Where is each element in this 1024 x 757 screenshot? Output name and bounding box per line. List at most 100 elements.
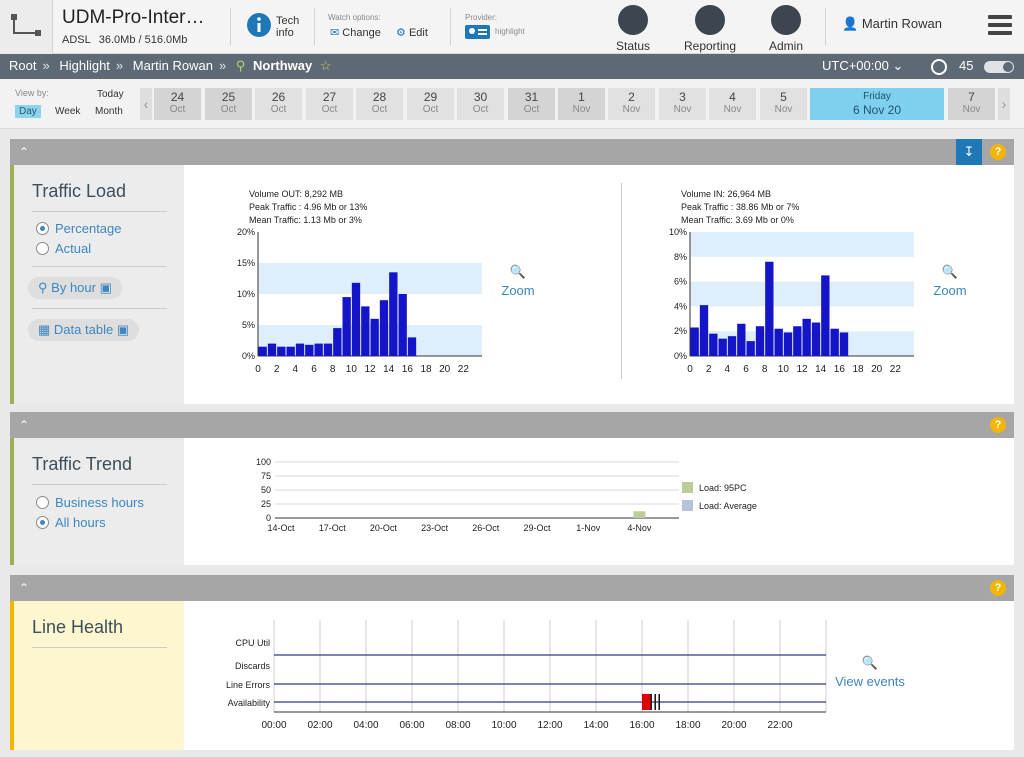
refresh-icon[interactable]: [930, 58, 948, 76]
legend-label: Load: Average: [699, 501, 757, 511]
date-month: Nov: [622, 104, 641, 115]
breadcrumb-highlight[interactable]: Highlight: [59, 58, 110, 73]
radio-label: Business hours: [55, 495, 144, 510]
collapse-chevrons-icon[interactable]: ⌃: [19, 145, 30, 159]
view-week-button[interactable]: Week: [55, 106, 81, 117]
breadcrumb-separator: »: [115, 58, 124, 73]
date-cell[interactable]: 30 Oct: [457, 88, 504, 120]
download-icon[interactable]: ↧: [956, 139, 982, 165]
date-cell[interactable]: 29 Oct: [407, 88, 454, 120]
date-cell[interactable]: 5 Nov: [760, 88, 807, 120]
location-pin-icon: ⚲: [235, 58, 246, 73]
radio-all-hours[interactable]: All hours: [36, 515, 106, 530]
by-hour-button[interactable]: ⚲ By hour ▣: [28, 277, 122, 299]
nav-status[interactable]: Status: [612, 5, 654, 53]
hourly-bar: [323, 343, 333, 356]
x-tick-label: 18: [852, 364, 864, 375]
nav-admin[interactable]: Admin: [764, 5, 808, 53]
date-cell-selected[interactable]: Friday 6 Nov 20: [810, 88, 944, 120]
view-month-button[interactable]: Month: [95, 106, 123, 117]
breadcrumb-user[interactable]: Martin Rowan: [132, 58, 213, 73]
in-volume: Volume IN: 26,964 MB: [681, 189, 772, 199]
watch-change-button[interactable]: ✉ Change: [330, 26, 381, 39]
hourly-bar: [774, 328, 783, 356]
view-by-label: View by:: [15, 88, 49, 98]
hourly-bar: [351, 282, 361, 356]
date-cell[interactable]: 25 Oct: [205, 88, 252, 120]
date-cell[interactable]: 4 Nov: [709, 88, 756, 120]
nav-reporting[interactable]: Reporting: [680, 5, 740, 53]
tech-info-button[interactable]: Tech info: [246, 12, 306, 44]
out-mean: Mean Traffic: 1.13 Mb or 3%: [249, 215, 362, 225]
auto-refresh-toggle[interactable]: [984, 61, 1014, 73]
legend-swatch: [682, 500, 693, 511]
x-tick-label: 22: [890, 364, 902, 375]
radio-label: All hours: [55, 515, 106, 530]
hourly-bar: [333, 328, 342, 356]
out-volume: Volume OUT: 8,292 MB: [249, 189, 344, 199]
y-tick-label: 0%: [242, 351, 255, 361]
x-tick-label: 18:00: [675, 720, 700, 731]
timezone-selector[interactable]: UTC+00:00 ⌄: [822, 58, 903, 74]
date-cell[interactable]: 28 Oct: [356, 88, 403, 120]
today-button[interactable]: Today: [97, 89, 124, 100]
radio-label: Percentage: [55, 221, 122, 236]
provider-name: highlight: [495, 27, 525, 36]
x-tick-label: 12: [796, 364, 808, 375]
date-cell[interactable]: 7 Nov: [948, 88, 995, 120]
help-icon[interactable]: ?: [990, 144, 1006, 160]
date-day: 29: [423, 90, 438, 104]
date-cell[interactable]: 31 Oct: [508, 88, 555, 120]
data-table-button[interactable]: ▦ Data table ▣: [28, 319, 140, 341]
y-tick-label: 25: [261, 499, 271, 509]
date-month: Nov: [774, 104, 793, 115]
provider-logo[interactable]: highlight: [465, 24, 535, 42]
topology-icon[interactable]: [0, 0, 53, 54]
panel-header: ⌃ ?: [10, 575, 1014, 601]
date-day: 5: [780, 90, 787, 104]
legend-item: Load: 95PC: [682, 482, 757, 493]
date-weekday: Friday: [863, 91, 891, 102]
in-peak: Peak Traffic : 38.86 Mb or 7%: [681, 202, 800, 212]
zoom-in-chart-button[interactable]: 🔍 Zoom: [925, 264, 975, 298]
zoom-out-chart-button[interactable]: 🔍 Zoom: [493, 264, 543, 298]
x-tick-label: 14-Oct: [267, 523, 295, 533]
x-tick-label: 16:00: [629, 720, 654, 731]
radio-business-hours[interactable]: Business hours: [36, 495, 144, 510]
date-day: 3: [679, 90, 686, 104]
hourly-bar: [821, 275, 830, 356]
prev-dates-arrow-icon[interactable]: ‹: [140, 88, 152, 120]
help-icon[interactable]: ?: [990, 580, 1006, 596]
grid-band: [690, 232, 914, 257]
view-day-button[interactable]: Day: [15, 105, 41, 118]
keyboard-icon: [695, 5, 725, 35]
radio-actual[interactable]: Actual: [36, 241, 91, 256]
watch-edit-button[interactable]: ⚙ Edit: [396, 26, 428, 39]
view-events-button[interactable]: 🔍 View events: [832, 655, 908, 689]
x-tick-label: 12: [364, 364, 376, 375]
date-cell[interactable]: 2 Nov: [608, 88, 655, 120]
favorite-star-icon[interactable]: ☆: [319, 58, 332, 73]
date-cell[interactable]: 1 Nov: [558, 88, 605, 120]
date-cell[interactable]: 24 Oct: [154, 88, 201, 120]
breadcrumb-root[interactable]: Root: [9, 58, 37, 73]
traffic-load-panel: ⌃ ↧ ? Traffic Load Percentage Actual ⚲ B…: [10, 139, 1014, 404]
radio-percentage[interactable]: Percentage: [36, 221, 122, 236]
date-cell[interactable]: 26 Oct: [255, 88, 302, 120]
watch-edit-label: Edit: [408, 27, 428, 39]
trend-legend: Load: 95PC Load: Average: [682, 482, 757, 511]
panel-title: Line Health: [32, 617, 167, 648]
user-menu[interactable]: 👤 Martin Rowan: [842, 16, 942, 32]
x-tick-label: 18: [420, 364, 432, 375]
next-dates-arrow-icon[interactable]: ›: [998, 88, 1010, 120]
row-label: Availability: [228, 698, 271, 708]
help-icon[interactable]: ?: [990, 417, 1006, 433]
window-icon: ▣: [116, 322, 130, 337]
date-day: 27: [322, 90, 337, 104]
grid-band: [258, 263, 482, 294]
date-cell[interactable]: 3 Nov: [659, 88, 706, 120]
hamburger-menu-icon[interactable]: [988, 15, 1012, 39]
collapse-chevrons-icon[interactable]: ⌃: [19, 418, 30, 432]
collapse-chevrons-icon[interactable]: ⌃: [19, 581, 30, 595]
date-cell[interactable]: 27 Oct: [306, 88, 353, 120]
